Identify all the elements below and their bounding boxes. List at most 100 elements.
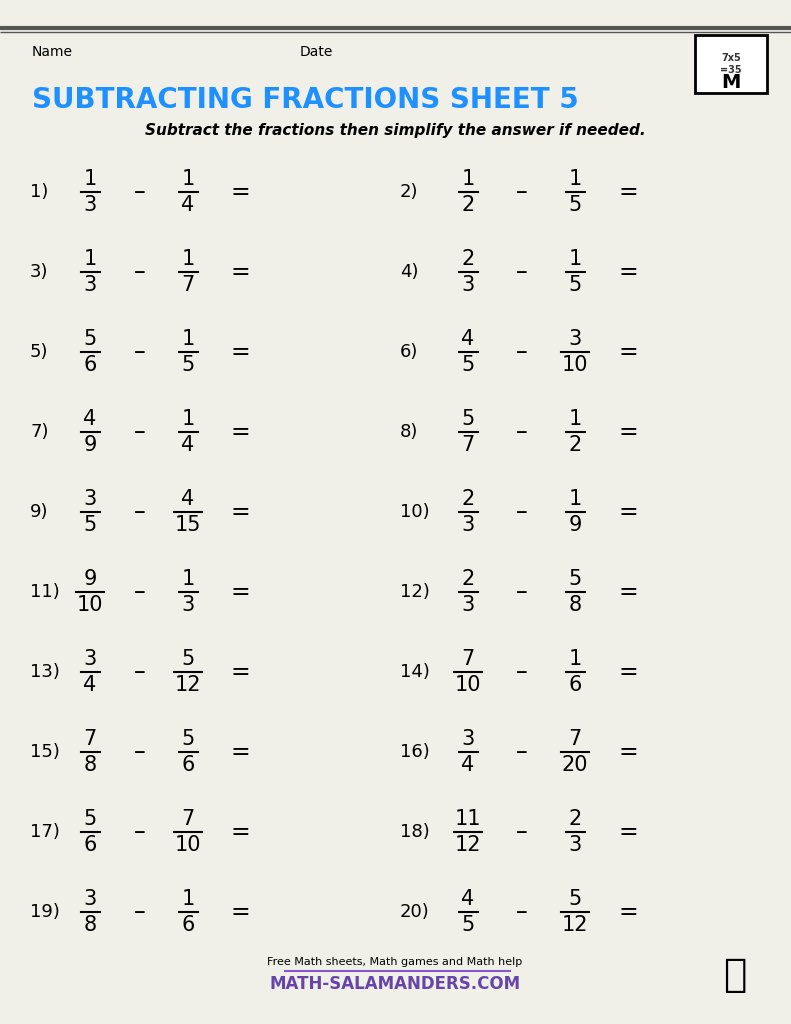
Text: –: – — [516, 580, 528, 604]
Text: 4: 4 — [83, 409, 97, 429]
Text: 18): 18) — [400, 823, 430, 841]
Text: 2: 2 — [569, 809, 581, 829]
Text: =: = — [618, 660, 638, 684]
Text: 4: 4 — [181, 489, 195, 509]
Text: 5: 5 — [569, 195, 581, 215]
Text: 5: 5 — [461, 915, 475, 935]
Text: 10): 10) — [400, 503, 430, 521]
Text: 6): 6) — [400, 343, 418, 361]
Text: 6: 6 — [83, 835, 97, 855]
Text: 7: 7 — [569, 729, 581, 749]
Bar — [695, 35, 767, 93]
Text: –: – — [134, 900, 146, 924]
Text: Free Math sheets, Math games and Math help: Free Math sheets, Math games and Math he… — [267, 957, 523, 967]
Text: 10: 10 — [77, 595, 104, 615]
Text: 15: 15 — [175, 515, 201, 535]
Text: 1: 1 — [569, 409, 581, 429]
Text: 6: 6 — [181, 915, 195, 935]
Text: Subtract the fractions then simplify the answer if needed.: Subtract the fractions then simplify the… — [145, 123, 645, 137]
Text: 5: 5 — [181, 355, 195, 375]
Text: 3: 3 — [83, 489, 97, 509]
Text: MATH-SALAMANDERS.COM: MATH-SALAMANDERS.COM — [270, 975, 520, 993]
Text: 4: 4 — [461, 755, 475, 775]
Text: =: = — [230, 340, 250, 364]
Text: 7: 7 — [181, 275, 195, 295]
Text: 20: 20 — [562, 755, 589, 775]
Text: 1: 1 — [569, 249, 581, 269]
Text: –: – — [134, 420, 146, 444]
Text: 1: 1 — [181, 249, 195, 269]
Text: =: = — [618, 820, 638, 844]
Text: =: = — [618, 260, 638, 284]
Text: =: = — [618, 580, 638, 604]
Text: 5): 5) — [30, 343, 48, 361]
Text: =: = — [230, 660, 250, 684]
Text: 5: 5 — [569, 569, 581, 589]
Text: 8: 8 — [569, 595, 581, 615]
Text: 5: 5 — [83, 809, 97, 829]
Text: –: – — [516, 340, 528, 364]
Text: 3: 3 — [569, 835, 581, 855]
Text: 11: 11 — [455, 809, 481, 829]
Text: =35: =35 — [720, 65, 742, 75]
Text: 1: 1 — [83, 249, 97, 269]
Text: =: = — [618, 340, 638, 364]
Text: –: – — [134, 500, 146, 524]
Text: 5: 5 — [83, 329, 97, 349]
Text: –: – — [516, 900, 528, 924]
Text: –: – — [134, 260, 146, 284]
Text: 13): 13) — [30, 663, 60, 681]
Text: 4: 4 — [461, 329, 475, 349]
Text: 5: 5 — [569, 275, 581, 295]
Text: =: = — [618, 420, 638, 444]
Text: –: – — [134, 180, 146, 204]
Text: 19): 19) — [30, 903, 60, 921]
Text: 2: 2 — [569, 435, 581, 455]
Text: =: = — [618, 500, 638, 524]
Text: 5: 5 — [569, 889, 581, 909]
Text: 2): 2) — [400, 183, 418, 201]
Text: Date: Date — [300, 45, 333, 59]
Text: –: – — [134, 660, 146, 684]
Text: 7: 7 — [461, 649, 475, 669]
Text: =: = — [230, 260, 250, 284]
Text: 7x5: 7x5 — [721, 53, 741, 63]
Text: 2: 2 — [461, 195, 475, 215]
Text: 4: 4 — [181, 435, 195, 455]
Text: 3: 3 — [461, 729, 475, 749]
Text: =: = — [230, 740, 250, 764]
Text: 8: 8 — [83, 755, 97, 775]
Text: =: = — [230, 820, 250, 844]
Text: 2: 2 — [461, 569, 475, 589]
Text: 9: 9 — [83, 569, 97, 589]
Text: 6: 6 — [181, 755, 195, 775]
Text: 10: 10 — [175, 835, 201, 855]
Text: 9: 9 — [568, 515, 581, 535]
Text: 4: 4 — [461, 889, 475, 909]
Text: 3: 3 — [83, 889, 97, 909]
Text: =: = — [618, 740, 638, 764]
Text: 5: 5 — [461, 355, 475, 375]
Text: 5: 5 — [83, 515, 97, 535]
Text: 9): 9) — [30, 503, 48, 521]
Text: 3: 3 — [461, 515, 475, 535]
Text: 12: 12 — [562, 915, 589, 935]
Text: Name: Name — [32, 45, 73, 59]
Text: 4): 4) — [400, 263, 418, 281]
Text: 11): 11) — [30, 583, 60, 601]
Text: 5: 5 — [181, 729, 195, 749]
Text: =: = — [230, 500, 250, 524]
Text: 12): 12) — [400, 583, 430, 601]
Text: –: – — [134, 820, 146, 844]
Text: 15): 15) — [30, 743, 60, 761]
Text: 2: 2 — [461, 489, 475, 509]
Text: 2: 2 — [461, 249, 475, 269]
Text: 1: 1 — [569, 169, 581, 189]
Text: 6: 6 — [83, 355, 97, 375]
Text: M: M — [721, 73, 740, 91]
Text: –: – — [516, 420, 528, 444]
Text: 1: 1 — [181, 329, 195, 349]
Text: 3): 3) — [30, 263, 48, 281]
Text: 16): 16) — [400, 743, 430, 761]
Text: –: – — [516, 820, 528, 844]
